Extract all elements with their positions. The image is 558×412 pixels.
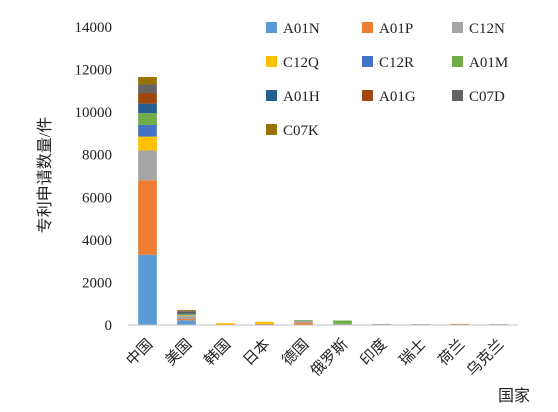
legend-label: C07D [469,89,505,105]
legend-swatch [452,56,463,67]
bar-segment [216,323,235,325]
y-tick-label: 4000 [82,233,112,249]
bar-segment [138,150,157,181]
y-tick-label: 10000 [75,105,113,121]
legend-label: C12N [469,21,505,37]
bar-segment [138,103,157,114]
y-tick-label: 14000 [75,20,113,36]
legend-label: A01M [469,55,508,71]
bar-segment [138,77,157,85]
y-axis-title: 专利申请数量/件 [36,117,54,233]
legend-swatch [266,124,277,135]
bar-segment [177,310,196,312]
legend-label: A01P [379,21,413,37]
x-category-label: 乌克兰 [463,336,507,380]
legend-label: C12Q [283,55,319,71]
bar-segment [177,316,196,320]
legend-swatch [362,56,373,67]
y-tick-label: 8000 [82,148,112,164]
bar-segment [138,136,157,151]
bar-segment [372,323,391,325]
bar-segment [294,322,313,325]
legend-swatch [362,90,373,101]
bar-segment [255,321,274,324]
bar-segment [138,92,157,104]
legend-label: A01H [283,89,320,105]
bar-segment [177,315,196,317]
legend: A01N A01P C12N C12Q C12R A01M A01H A01G C07D C07K [266,21,508,139]
x-category-label: 德国 [278,335,312,369]
y-tick-label: 2000 [82,275,112,291]
legend-label: C07K [283,123,319,139]
bar-segment [177,319,196,321]
bar-segment [294,320,313,321]
bar-segment [177,311,196,313]
x-category-label: 美国 [162,336,195,369]
y-tick-label: 12000 [75,63,113,79]
legend-label: A01N [283,21,320,37]
bar-segment [138,84,157,93]
y-tick-label: 0 [105,318,113,334]
x-category-label: 韩国 [201,336,234,369]
bar-segment [177,320,196,325]
bar-segment [138,180,157,255]
legend-swatch [452,90,463,101]
bar-stacks [138,77,508,326]
bar-segment [333,320,352,324]
bar-segment [294,320,313,323]
bar-segment [489,324,508,325]
y-tick-label: 6000 [82,190,112,206]
bar-segment [255,323,274,325]
x-category-label: 中国 [123,336,156,369]
bar-segment [138,254,157,325]
x-category-label: 日本 [240,336,273,369]
x-category-label: 印度 [357,336,390,369]
legend-swatch [452,22,463,33]
bar-segment [177,309,196,311]
legend-label: A01G [379,89,416,105]
legend-label: C12R [379,55,414,71]
bar-segment [177,314,196,316]
bar-segment [138,124,157,137]
y-axis-ticks: 0 2000 4000 6000 8000 10000 12000 14000 [75,20,113,334]
bar-segment [333,323,352,325]
legend-swatch [266,22,277,33]
bar-segment [177,313,196,315]
legend-swatch [362,22,373,33]
x-category-label: 荷兰 [435,336,468,369]
x-axis-title: 国家 [498,387,530,405]
legend-swatch [266,90,277,101]
bar-segment [411,324,430,325]
bar-segment [177,312,196,314]
legend-swatch [266,56,277,67]
bar-segment [138,113,157,125]
x-category-label: 瑞士 [396,336,429,369]
bar-segment [450,323,469,325]
x-category-label: 俄罗斯 [307,336,351,380]
